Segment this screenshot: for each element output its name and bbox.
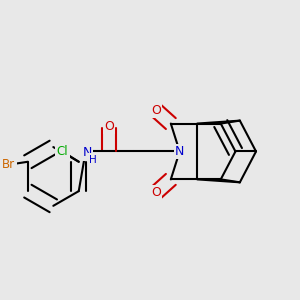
Text: Cl: Cl [57, 145, 68, 158]
Text: H: H [89, 155, 97, 165]
Text: O: O [104, 120, 114, 133]
Text: N: N [82, 146, 92, 159]
Text: N: N [175, 145, 184, 158]
Text: O: O [151, 104, 161, 117]
Text: O: O [151, 186, 161, 199]
Text: Br: Br [2, 158, 15, 171]
